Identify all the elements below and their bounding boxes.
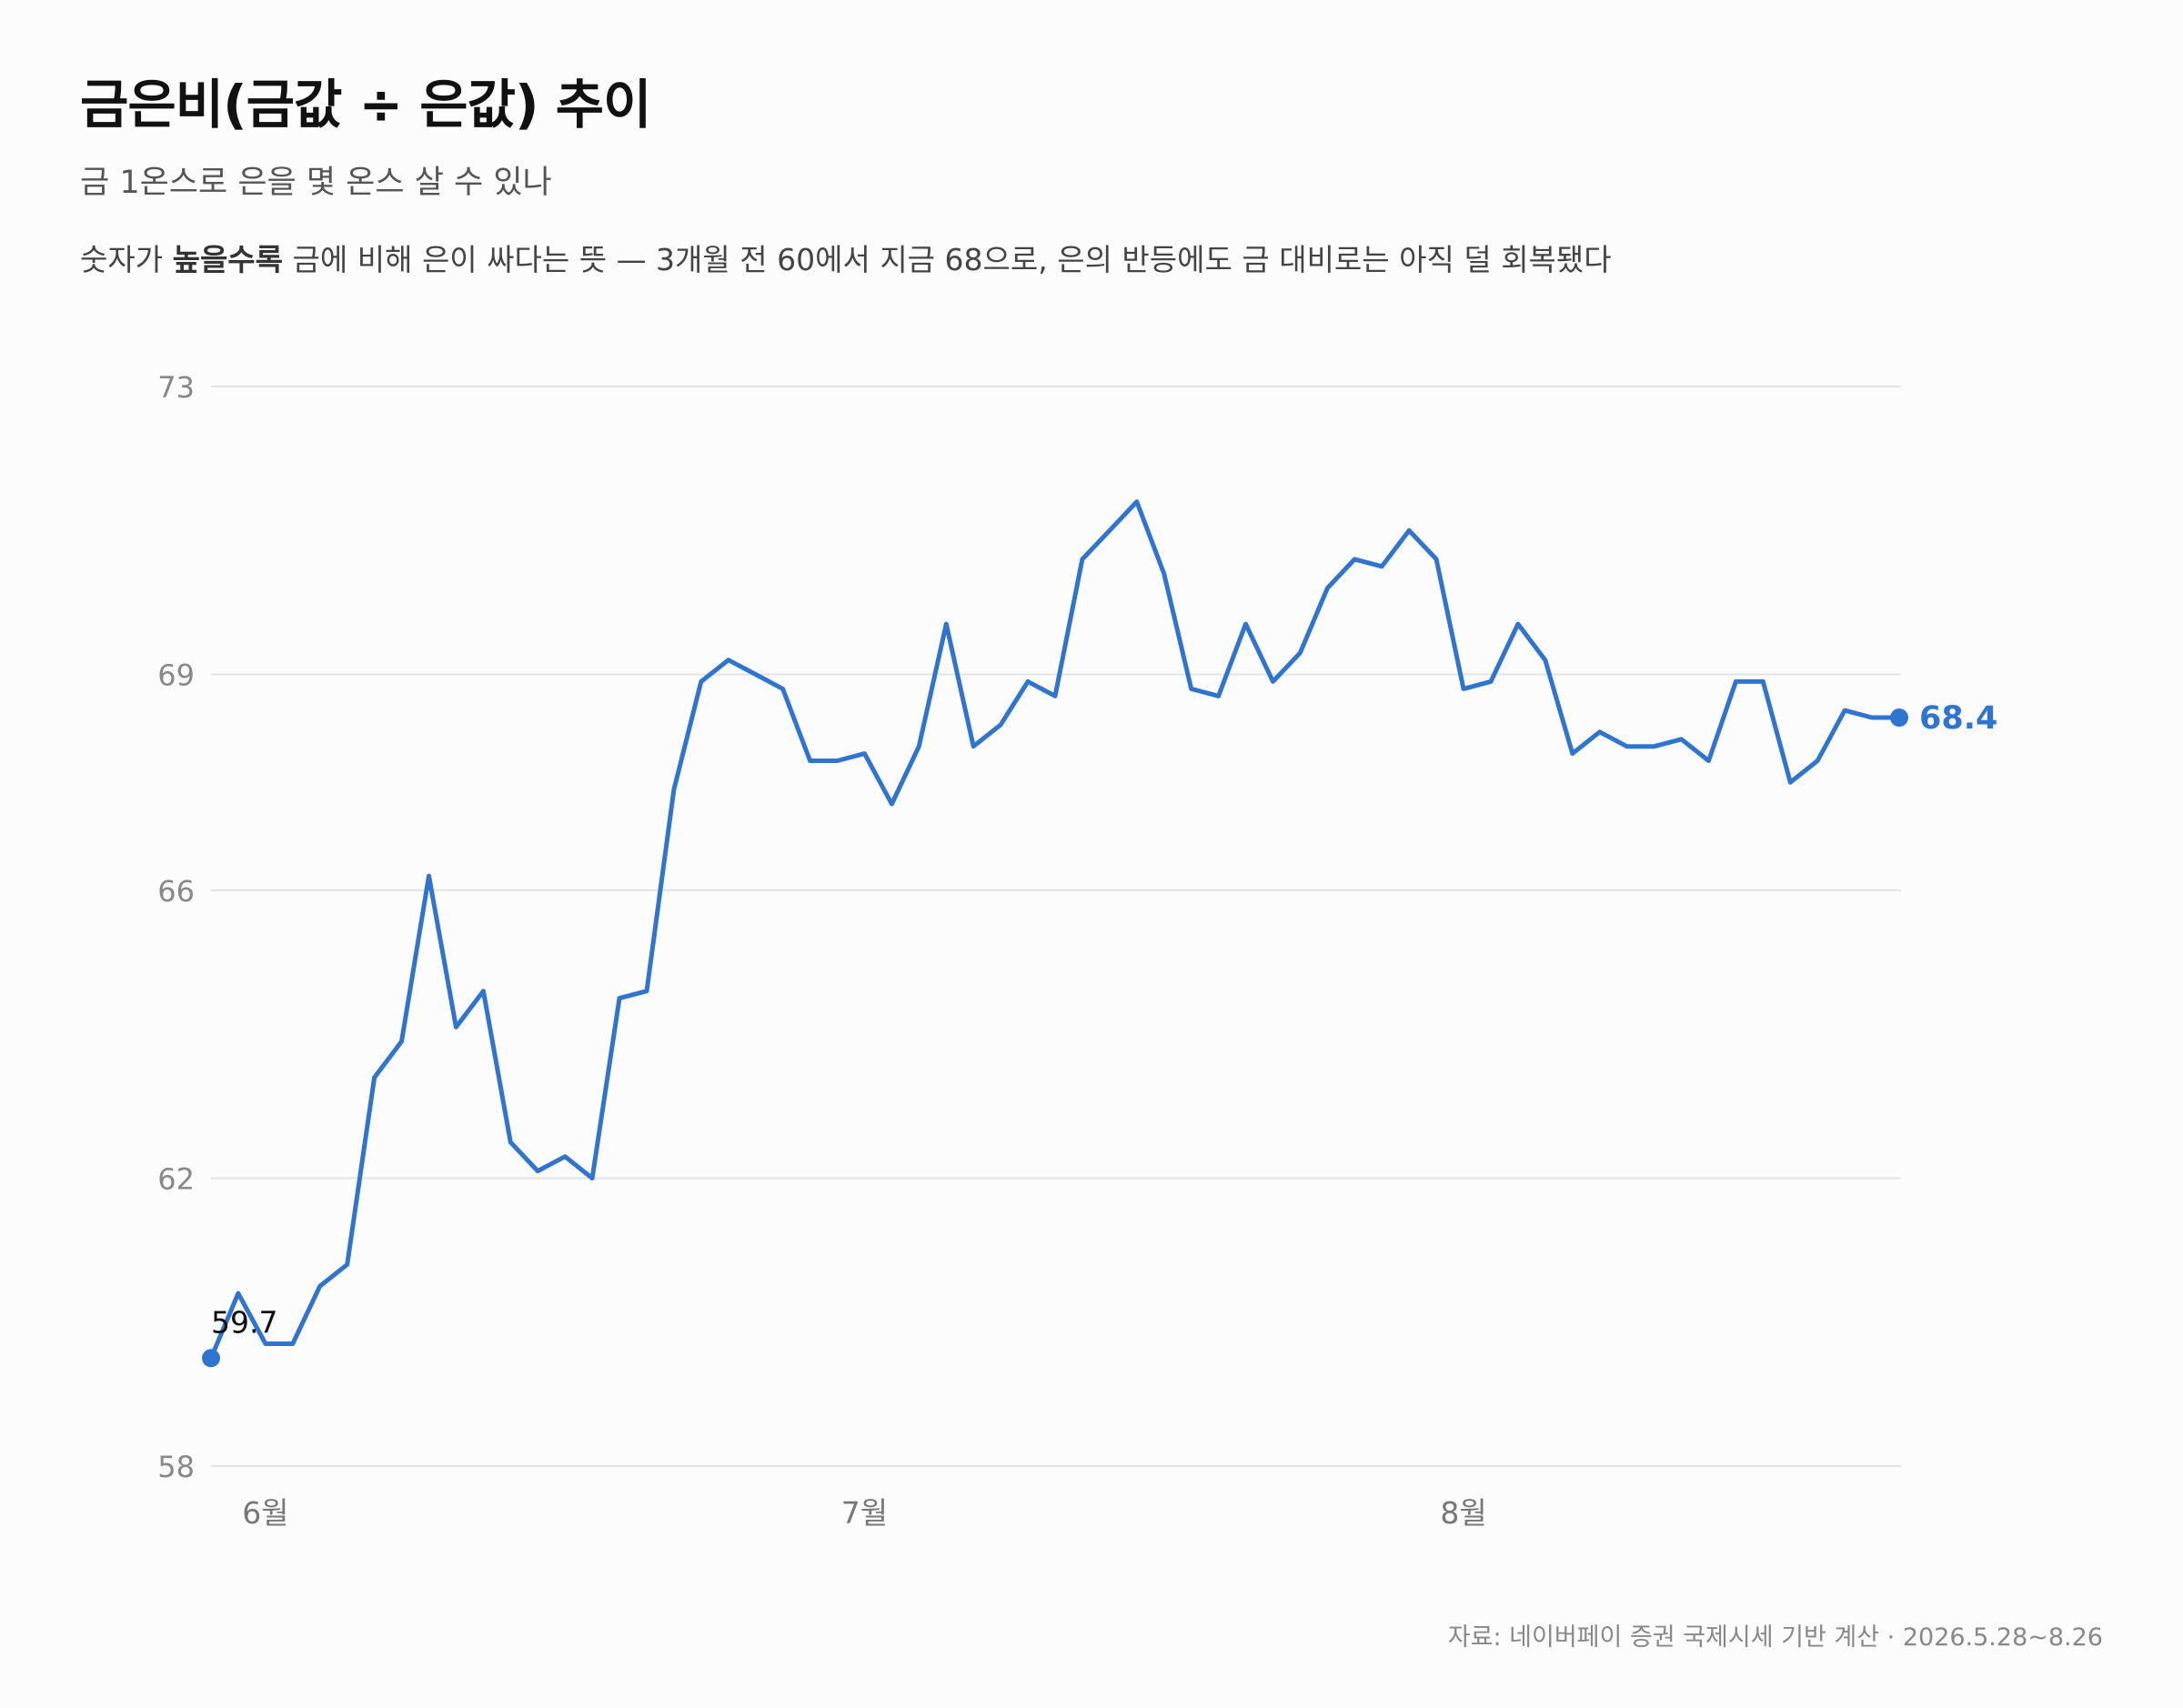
y-axis-ticks: 58 62 66 69 73	[157, 370, 195, 1484]
description-prefix: 숫자가	[80, 242, 173, 277]
data-labels: 59.7 68.4	[202, 700, 1997, 1368]
x-tick-label-1: 6월	[242, 1495, 288, 1531]
x-tick-label-2: 7월	[841, 1495, 888, 1531]
y-tick-label-66: 66	[157, 874, 195, 909]
series-ratio	[208, 499, 1902, 1361]
y-tick-label-73: 73	[157, 370, 195, 405]
start-value-label: 59.7	[211, 1304, 277, 1340]
y-tick-label-69: 69	[157, 658, 195, 693]
y-tick-label-62: 62	[157, 1161, 195, 1196]
series-line	[208, 499, 1902, 1361]
chart-subtitle: 금 1온스로 은을 몇 온스 살 수 있나	[80, 165, 552, 201]
description-emphasis: 높을수록	[172, 242, 284, 277]
x-axis-ticks: 6월 7월 8월	[242, 1495, 1487, 1531]
x-tick-label-3: 8월	[1440, 1495, 1486, 1531]
source-note: 자료: 네이버페이 증권 국제시세 기반 계산 · 2026.5.28~8.26	[1447, 1623, 2103, 1652]
chart-title: 금은비(금값 ÷ 은값) 추이	[80, 74, 651, 136]
y-tick-label-58: 58	[157, 1450, 195, 1484]
end-value-label: 68.4	[1919, 700, 1997, 737]
chart-description: 숫자가 높을수록 금에 비해 은이 싸다는 뜻 — 3개월 전 60에서 지금 …	[80, 236, 1612, 279]
description-suffix: 금에 비해 은이 싸다는 뜻 — 3개월 전 60에서 지금 68으로, 은의 …	[283, 242, 1612, 277]
start-point-marker	[202, 1349, 220, 1368]
gridlines	[211, 386, 1901, 1467]
end-point-marker	[1890, 708, 1908, 728]
